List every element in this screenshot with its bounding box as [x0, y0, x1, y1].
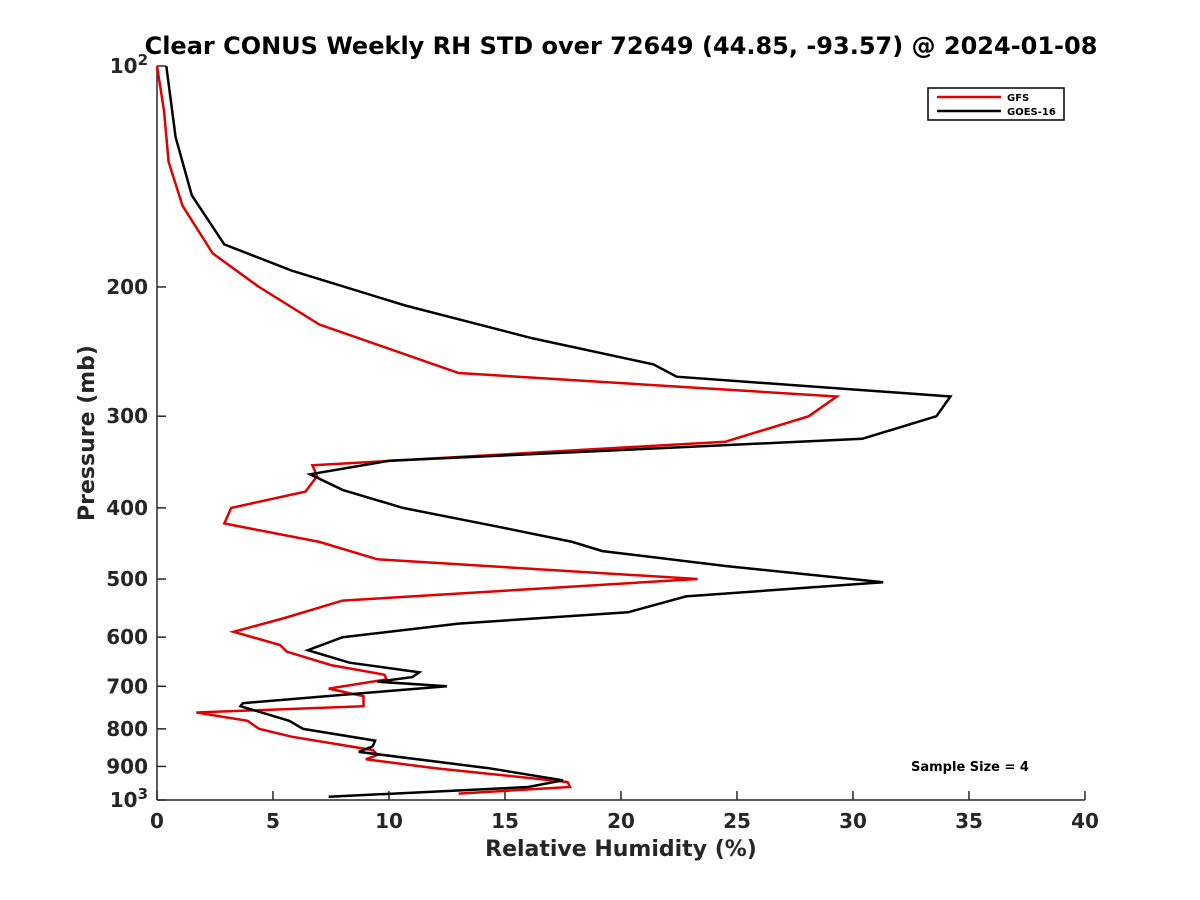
- y-tick-label: 500: [106, 567, 148, 591]
- y-tick-label: 300: [106, 404, 148, 428]
- y-tick-label: 800: [106, 717, 148, 741]
- legend-gfs-label: GFS: [1007, 93, 1029, 104]
- legend: GFS GOES-16: [927, 87, 1065, 121]
- y-tick-label: 600: [106, 625, 148, 649]
- chart-title: Clear CONUS Weekly RH STD over 72649 (44…: [145, 32, 1098, 60]
- x-tick-label: 25: [723, 809, 751, 833]
- legend-box: [927, 87, 1065, 121]
- y-tick-label: 103: [110, 785, 148, 812]
- x-tick-label: 35: [955, 809, 983, 833]
- y-tick-label: 700: [106, 674, 148, 698]
- x-tick-label: 40: [1071, 809, 1099, 833]
- plot-lines: [155, 65, 953, 799]
- y-tick-label: 200: [106, 275, 148, 299]
- sample-size-annotation: Sample Size = 4: [911, 760, 1029, 775]
- x-tick-label: 15: [491, 809, 519, 833]
- series-line-gfs: [155, 65, 841, 795]
- x-tick-label: 30: [839, 809, 867, 833]
- x-tick-label: 20: [607, 809, 635, 833]
- series-line-goes-16: [165, 65, 953, 799]
- y-axis-label: Pressure (mb): [75, 345, 100, 521]
- legend-goes16-label: GOES-16: [1007, 107, 1056, 118]
- x-tick-label: 10: [375, 809, 403, 833]
- y-tick-label: 900: [106, 754, 148, 778]
- y-tick-label: 400: [106, 496, 148, 520]
- axes: 0 5 10 15 20 25 30 35 40 102 200 300 400 500 600 700 800…: [106, 51, 1099, 833]
- x-tick-label: 5: [266, 809, 280, 833]
- y-tick-label: 102: [110, 51, 148, 78]
- x-tick-label: 0: [150, 809, 164, 833]
- x-axis-label: Relative Humidity (%): [485, 837, 757, 862]
